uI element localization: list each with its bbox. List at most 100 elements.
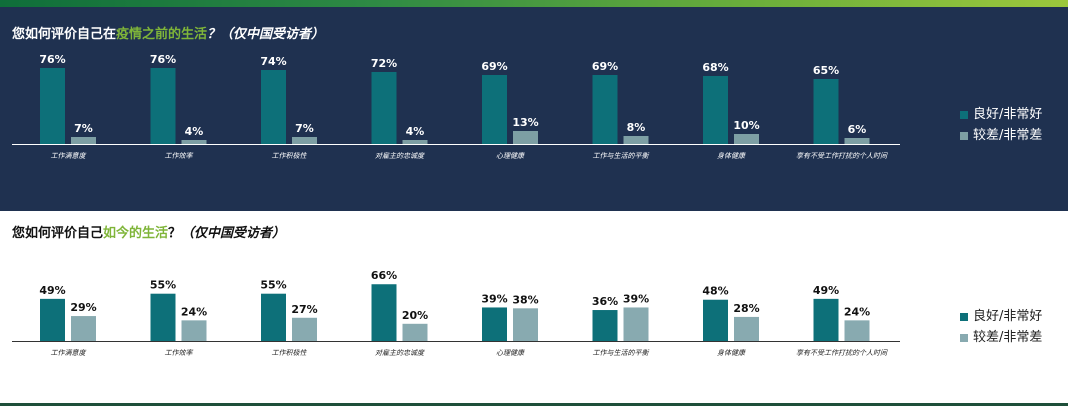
title-highlight: 如今的生活: [103, 226, 169, 241]
legend-swatch-bad: [960, 333, 968, 342]
bar-good: [371, 284, 397, 341]
category-label: 心理健康: [496, 152, 525, 160]
legend-swatch-good: [960, 110, 968, 119]
legend-item-good: 良好/非常好: [960, 306, 1042, 327]
bar-bad: [623, 136, 649, 144]
legend-label-bad: 较差/非常差: [973, 330, 1043, 345]
bar-good: [261, 70, 286, 144]
legend-swatch-bad: [960, 131, 968, 140]
legend-swatch-good: [960, 312, 968, 321]
data-label: 39%: [623, 292, 649, 305]
bar-bad: [181, 320, 207, 341]
category-label: 工作积极性: [272, 152, 308, 160]
bar-good: [703, 299, 728, 341]
data-label: 55%: [150, 279, 176, 292]
category-label: 对雇主的忠诚度: [375, 349, 425, 357]
category-label: 工作满意度: [51, 152, 87, 160]
chart-panel-before-pandemic: 您如何评价自己在疫情之前的生活？（仅中国受访者） 76% 7% 工作满意度 76% 4%…: [0, 7, 1068, 211]
bar-good: [592, 75, 618, 144]
bar-bad: [71, 137, 96, 144]
bar-good: [40, 298, 65, 341]
category-label: 身体健康: [717, 152, 746, 160]
bar-good: [813, 298, 839, 341]
bar-bad: [844, 320, 870, 341]
category-label: 享有不受工作打扰的个人时间: [796, 349, 888, 357]
legend-item-bad: 较差/非常差: [960, 125, 1042, 146]
bar-good: [261, 293, 286, 341]
data-label: 7%: [74, 122, 93, 135]
category-label: 心理健康: [496, 349, 525, 357]
header-gradient-band: [0, 0, 1068, 7]
category-label: 工作满意度: [51, 349, 87, 357]
data-label: 69%: [481, 60, 507, 73]
bar-bad: [623, 307, 649, 341]
data-label: 6%: [848, 123, 867, 136]
data-label: 68%: [702, 61, 728, 74]
bar-good: [371, 72, 397, 144]
bar-chart-now: 49% 29% 工作满意度 55% 24% 工作效率 55% 27% 工作积极性 66% 20% 对雇…: [12, 269, 900, 357]
title-highlight: 疫情之前的生活: [116, 27, 208, 42]
data-label: 69%: [592, 60, 618, 73]
data-label: 24%: [844, 305, 870, 318]
bar-bad: [844, 138, 870, 144]
title-part: 您如何评价自己: [12, 226, 104, 241]
bar-chart-before: 76% 7% 工作满意度 76% 4% 工作效率 74% 7% 工作积极性 72% 4% 对雇主的忠诚…: [12, 53, 900, 160]
title-part: ？: [207, 27, 221, 42]
bar-good: [150, 68, 176, 144]
data-label: 24%: [181, 305, 207, 318]
bar-good: [703, 76, 728, 144]
data-label: 49%: [39, 284, 65, 297]
category-label: 工作效率: [165, 349, 194, 357]
chart-title-now: 您如何评价自己如今的生活？（仅中国受访者）: [12, 222, 285, 241]
category-label: 身体健康: [717, 349, 746, 357]
chart-panel-now: 您如何评价自己如今的生活？（仅中国受访者） 49% 29% 工作满意度 55% 24% 工…: [0, 211, 1068, 403]
data-label: 65%: [813, 64, 839, 77]
legend-item-good: 良好/非常好: [960, 104, 1042, 125]
data-label: 28%: [733, 302, 759, 315]
bar-bad: [734, 316, 759, 341]
bar-good: [592, 310, 618, 341]
bar-good: [40, 68, 65, 144]
bar-bad: [71, 316, 96, 341]
data-label: 29%: [70, 301, 96, 314]
legend-label-good: 良好/非常好: [973, 107, 1043, 122]
bar-good: [482, 75, 507, 144]
data-label: 36%: [592, 295, 618, 308]
legend-now: 良好/非常好 较差/非常差: [960, 306, 1042, 348]
data-label: 13%: [512, 116, 538, 129]
bar-bad: [402, 323, 428, 341]
legend-item-bad: 较差/非常差: [960, 327, 1042, 348]
data-label: 4%: [185, 125, 204, 138]
category-label: 工作积极性: [272, 349, 308, 357]
bar-good: [813, 79, 839, 144]
data-label: 8%: [627, 121, 646, 134]
bar-bad: [292, 137, 317, 144]
data-label: 49%: [813, 284, 839, 297]
category-label: 工作与生活的平衡: [593, 152, 650, 160]
data-label: 72%: [371, 57, 397, 70]
bar-good: [150, 293, 176, 341]
bar-bad: [513, 131, 538, 144]
data-label: 4%: [406, 125, 425, 138]
bar-good: [482, 307, 507, 341]
bar-bad: [181, 140, 207, 144]
bar-bad: [292, 317, 317, 341]
title-note: （仅中国受访者）: [220, 27, 325, 42]
data-label: 55%: [260, 279, 286, 292]
footer-rule: [0, 403, 1068, 406]
data-label: 39%: [481, 292, 507, 305]
legend-label-bad: 较差/非常差: [973, 128, 1043, 143]
category-label: 对雇主的忠诚度: [375, 152, 425, 160]
data-label: 76%: [39, 53, 65, 66]
data-label: 74%: [260, 55, 286, 68]
data-label: 48%: [702, 285, 728, 298]
category-label: 享有不受工作打扰的个人时间: [796, 152, 888, 160]
title-part: 您如何评价自己在: [12, 27, 117, 42]
legend-label-good: 良好/非常好: [973, 309, 1043, 324]
category-label: 工作效率: [165, 152, 194, 160]
data-label: 20%: [402, 309, 428, 322]
data-label: 66%: [371, 269, 397, 282]
data-label: 10%: [733, 119, 759, 132]
chart-title-before: 您如何评价自己在疫情之前的生活？（仅中国受访者）: [12, 23, 324, 42]
category-label: 工作与生活的平衡: [593, 349, 650, 357]
